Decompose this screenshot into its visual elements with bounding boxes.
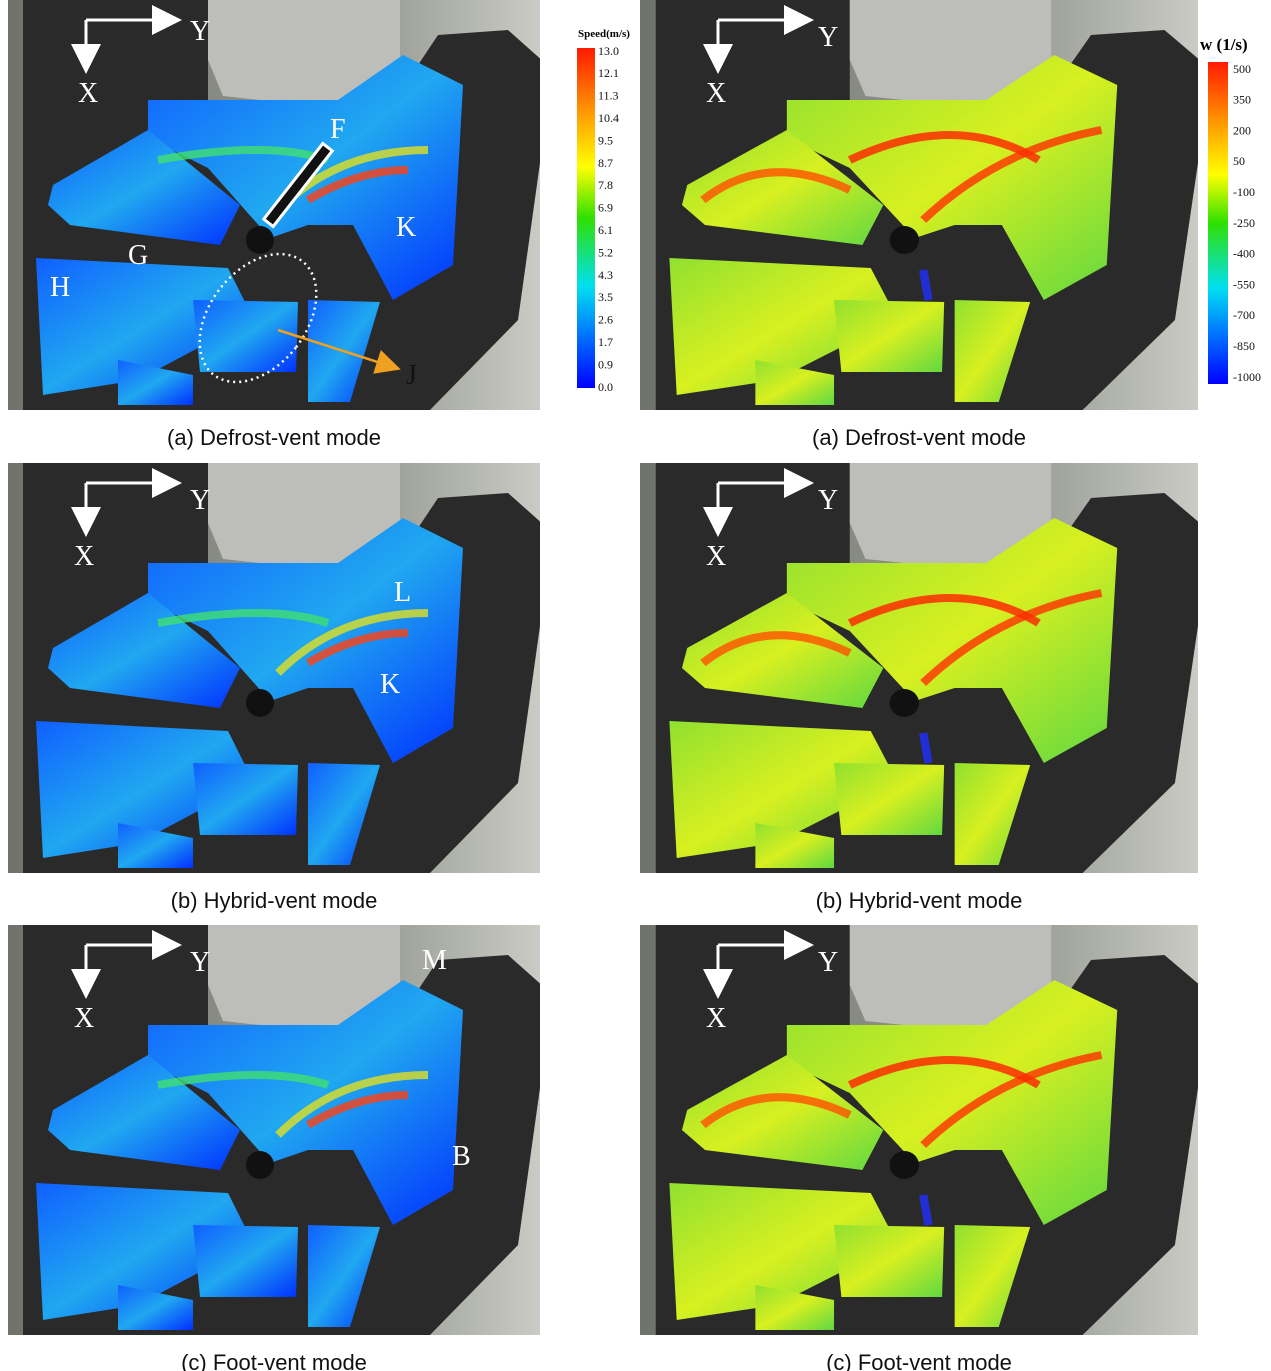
colorbar-tick-label: 8.7: [598, 156, 613, 170]
caption: (b) Hybrid-vent mode: [816, 888, 1023, 913]
caption: (a) Defrost-vent mode: [812, 425, 1026, 450]
panel: Y X M B: [8, 925, 553, 1337]
hub: [890, 689, 919, 717]
region-label: K: [380, 669, 400, 700]
region-label: X: [706, 1003, 726, 1034]
region-label: K: [396, 212, 416, 243]
colorbar-tick-label: 2.6: [598, 313, 613, 327]
region-label: G: [128, 240, 148, 271]
flow-streak: [923, 733, 928, 763]
region-label: B: [452, 1141, 471, 1172]
colorbar-tick-label: 50: [1233, 154, 1245, 168]
panel: Y X L K: [8, 463, 553, 875]
region-label: M: [422, 945, 447, 976]
panel-image: [8, 925, 553, 1337]
vorticity-colorbar-title: w (1/s): [1200, 35, 1248, 54]
colorbar-tick-label: 7.8: [598, 178, 613, 192]
caption: (a) Defrost-vent mode: [167, 425, 381, 450]
region-label: Y: [190, 16, 210, 47]
flow-streak: [923, 270, 928, 300]
colorbar-tick-label: 13.0: [598, 44, 619, 58]
figure: Speed(m/s) w (1/s) YXFGHKJ(a) Defrost-ve…: [0, 0, 1271, 1371]
scaled: [640, 925, 1212, 1337]
colorbar-tick-label: 500: [1233, 62, 1251, 76]
colorbar-tick-label: 0.0: [598, 380, 613, 394]
colorbar-tick-label: 5.2: [598, 245, 613, 259]
region-label: J: [406, 360, 417, 391]
flow-region: [834, 300, 944, 372]
colorbar-tick-label: -400: [1233, 247, 1255, 261]
panel-image: [640, 0, 1212, 412]
panel: Y X F G H K J: [8, 0, 553, 412]
region-label: Y: [818, 22, 838, 53]
panel-image: [640, 463, 1212, 875]
colorbar-tick-label: -1000: [1233, 370, 1261, 384]
panel: YX: [640, 463, 1212, 875]
region-label: X: [78, 78, 98, 109]
panel-image: [8, 463, 553, 875]
colorbar-tick-label: 1.7: [598, 335, 613, 349]
scaled: [640, 463, 1212, 875]
caption: (c) Foot-vent mode: [826, 1350, 1012, 1371]
colorbar-tick-label: 3.5: [598, 290, 613, 304]
colorbar-tick-label: 4.3: [598, 268, 613, 282]
vorticity-colorbar: [1208, 62, 1228, 384]
scaled: [8, 925, 553, 1337]
colorbar-tick-label: -850: [1233, 339, 1255, 353]
region-label: X: [706, 541, 726, 572]
colorbar-tick-label: 9.5: [598, 133, 613, 147]
hub: [246, 689, 274, 717]
colorbar-tick-label: 6.9: [598, 201, 613, 215]
region-label: Y: [818, 485, 838, 516]
scaled: [8, 463, 553, 875]
flow-region: [193, 763, 298, 835]
region-label: X: [706, 78, 726, 109]
scaled: [640, 0, 1212, 412]
region-label: H: [50, 272, 70, 303]
hub: [246, 1151, 274, 1179]
region-label: X: [74, 541, 94, 572]
caption: (c) Foot-vent mode: [181, 1350, 367, 1371]
flow-region: [834, 763, 944, 835]
flow-region: [193, 1225, 298, 1297]
colorbar-tick-label: 12.1: [598, 66, 619, 80]
colorbar-tick-label: 350: [1233, 93, 1251, 107]
region-label: Y: [190, 485, 210, 516]
colorbar-tick-label: -100: [1233, 185, 1255, 199]
panel-image: [640, 925, 1212, 1337]
flow-streak: [923, 1195, 928, 1225]
panel: YX: [640, 925, 1212, 1337]
panel: YX: [640, 0, 1212, 412]
hub: [246, 226, 274, 254]
colorbar-tick-label: -550: [1233, 277, 1255, 291]
colorbar-tick-label: -250: [1233, 216, 1255, 230]
hub: [890, 1151, 919, 1179]
colorbar-tick-label: 10.4: [598, 111, 619, 125]
caption: (b) Hybrid-vent mode: [171, 888, 378, 913]
region-label: Y: [818, 947, 838, 978]
colorbar-tick-label: 200: [1233, 123, 1251, 137]
colorbar-tick-label: -700: [1233, 308, 1255, 322]
region-label: Y: [190, 947, 210, 978]
speed-colorbar-title: Speed(m/s): [578, 28, 630, 40]
flow-region: [834, 1225, 944, 1297]
speed-colorbar: [577, 48, 595, 388]
colorbar-tick-label: 0.9: [598, 357, 613, 371]
region-label: F: [330, 114, 346, 145]
colorbar-tick-label: 6.1: [598, 223, 613, 237]
region-label: L: [394, 577, 411, 608]
colorbar-tick-label: 11.3: [598, 89, 619, 103]
region-label: X: [74, 1003, 94, 1034]
hub: [890, 226, 919, 254]
